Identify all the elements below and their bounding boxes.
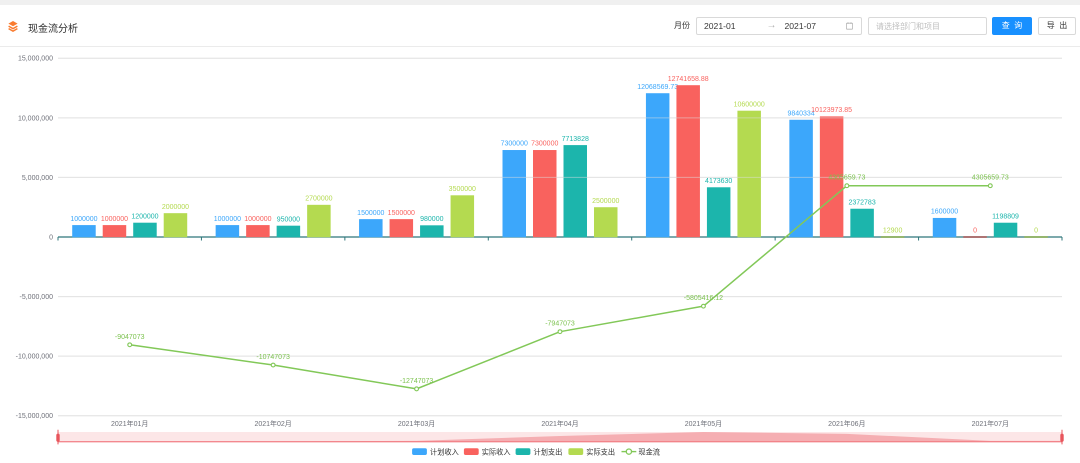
- svg-text:-12747073: -12747073: [400, 378, 434, 385]
- svg-text:9840334: 9840334: [787, 110, 814, 117]
- svg-text:1000000: 1000000: [214, 216, 241, 223]
- svg-text:4305659.73: 4305659.73: [828, 175, 865, 182]
- svg-text:12741658.88: 12741658.88: [668, 76, 709, 83]
- svg-text:980000: 980000: [420, 216, 443, 223]
- svg-text:1000000: 1000000: [101, 216, 128, 223]
- svg-text:2700000: 2700000: [305, 196, 332, 203]
- svg-text:7300000: 7300000: [531, 141, 558, 148]
- svg-text:1500000: 1500000: [357, 210, 384, 217]
- svg-text:10600000: 10600000: [734, 101, 765, 108]
- svg-text:0: 0: [49, 234, 53, 241]
- svg-text:1600000: 1600000: [931, 209, 958, 216]
- svg-text:3500000: 3500000: [449, 186, 476, 193]
- svg-text:0: 0: [1034, 228, 1038, 235]
- svg-text:12068569.73: 12068569.73: [637, 84, 678, 91]
- svg-text:-10747073: -10747073: [256, 354, 290, 361]
- svg-text:4305659.73: 4305659.73: [972, 175, 1009, 182]
- svg-text:实际收入: 实际收入: [482, 447, 511, 456]
- svg-text:2000000: 2000000: [162, 204, 189, 211]
- svg-text:7300000: 7300000: [501, 141, 528, 148]
- svg-text:2500000: 2500000: [592, 198, 619, 205]
- svg-text:-5,000,000: -5,000,000: [20, 294, 54, 301]
- svg-text:-9047073: -9047073: [115, 334, 145, 341]
- svg-text:2021年06月: 2021年06月: [828, 419, 865, 428]
- svg-text:5,000,000: 5,000,000: [22, 175, 53, 182]
- svg-text:-10,000,000: -10,000,000: [16, 354, 53, 361]
- svg-text:2021年04月: 2021年04月: [541, 419, 578, 428]
- svg-text:1198809: 1198809: [992, 213, 1019, 220]
- svg-text:10123973.85: 10123973.85: [811, 107, 852, 114]
- svg-text:现金流: 现金流: [638, 447, 660, 456]
- svg-text:1200000: 1200000: [131, 213, 158, 220]
- svg-text:0: 0: [973, 228, 977, 235]
- svg-text:2372783: 2372783: [848, 199, 875, 206]
- svg-text:-15,000,000: -15,000,000: [16, 413, 53, 420]
- svg-text:-5805416.12: -5805416.12: [684, 295, 723, 302]
- svg-text:1500000: 1500000: [388, 210, 415, 217]
- svg-text:-7947073: -7947073: [545, 321, 575, 328]
- svg-text:计划收入: 计划收入: [430, 447, 459, 456]
- svg-text:950000: 950000: [277, 216, 300, 223]
- svg-text:1000000: 1000000: [244, 216, 271, 223]
- svg-text:2021年03月: 2021年03月: [398, 419, 435, 428]
- svg-text:4173630: 4173630: [705, 178, 732, 185]
- svg-text:10,000,000: 10,000,000: [18, 115, 53, 122]
- svg-text:15,000,000: 15,000,000: [18, 56, 53, 63]
- svg-text:2021年05月: 2021年05月: [685, 419, 722, 428]
- svg-text:2021年07月: 2021年07月: [972, 419, 1009, 428]
- svg-text:2021年02月: 2021年02月: [254, 419, 291, 428]
- svg-text:1000000: 1000000: [70, 216, 97, 223]
- svg-text:12900: 12900: [883, 228, 903, 235]
- svg-text:7713828: 7713828: [562, 136, 589, 143]
- svg-text:2021年01月: 2021年01月: [111, 419, 148, 428]
- svg-text:实际支出: 实际支出: [586, 447, 615, 456]
- svg-text:计划支出: 计划支出: [534, 447, 563, 456]
